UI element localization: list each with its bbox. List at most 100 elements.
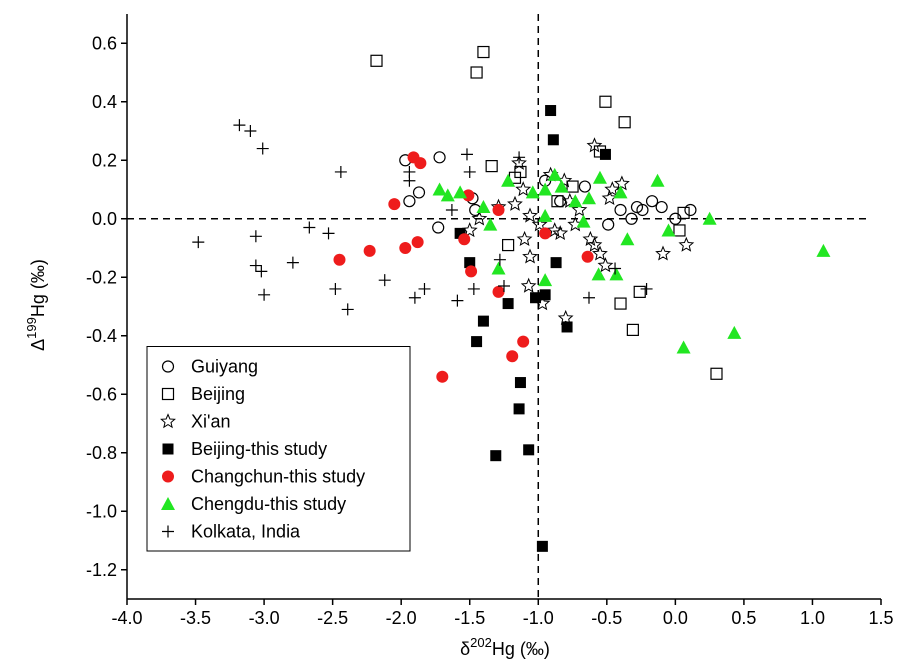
point	[322, 227, 335, 240]
legend-label: Beijing-this study	[191, 439, 327, 459]
point	[432, 182, 447, 196]
point	[599, 95, 612, 108]
legend-marker	[162, 443, 174, 455]
point	[592, 170, 607, 184]
legend-label: Guiyang	[191, 357, 258, 377]
point	[412, 186, 426, 199]
x-tick-label: -2.0	[386, 608, 417, 628]
x-label-symbol: δ	[460, 639, 470, 659]
point	[582, 291, 595, 304]
point	[445, 203, 458, 216]
point	[255, 265, 268, 278]
y-label-text: Hg (‰)	[28, 259, 48, 317]
legend-marker	[161, 360, 175, 373]
point	[591, 267, 606, 281]
point	[655, 245, 671, 261]
point	[286, 256, 299, 269]
y-tick-label: 0.0	[92, 209, 117, 229]
point	[460, 148, 473, 161]
point	[363, 244, 376, 257]
point	[491, 261, 506, 275]
point	[522, 248, 538, 264]
point	[249, 259, 262, 272]
point	[581, 191, 596, 205]
point	[592, 245, 608, 261]
point	[655, 200, 668, 214]
point	[520, 277, 537, 293]
point	[378, 274, 391, 287]
point	[454, 227, 466, 239]
point	[561, 321, 573, 333]
point	[661, 223, 676, 237]
x-axis-label: δ202Hg (‰)	[460, 635, 550, 659]
point	[192, 236, 205, 249]
point	[403, 195, 416, 208]
point	[502, 238, 515, 252]
point	[256, 142, 269, 155]
point	[554, 195, 567, 208]
x-tick-label: -1.0	[523, 608, 554, 628]
point	[249, 230, 262, 243]
point	[522, 207, 538, 223]
legend-label: Beijing	[191, 384, 245, 404]
y-tick-label: -0.4	[86, 326, 117, 346]
point	[620, 232, 635, 246]
point	[258, 288, 271, 301]
point	[477, 45, 490, 59]
point	[538, 182, 553, 196]
x-tick-label: 1.5	[868, 608, 893, 628]
point	[545, 105, 557, 117]
point	[511, 154, 527, 170]
y-tick-label: -1.0	[86, 501, 117, 521]
point	[516, 230, 533, 246]
point	[640, 282, 653, 295]
point	[483, 217, 498, 231]
point	[467, 282, 480, 295]
point	[476, 200, 491, 214]
point	[536, 540, 548, 552]
legend-marker	[161, 387, 175, 401]
y-axis-label: Δ199Hg (‰)	[24, 259, 48, 351]
point	[599, 148, 611, 160]
point	[613, 175, 630, 191]
y-tick-label: -0.8	[86, 443, 117, 463]
point	[388, 198, 401, 211]
point	[233, 119, 246, 132]
point	[816, 243, 831, 257]
point	[492, 285, 505, 298]
x-tick-label: -4.0	[111, 608, 142, 628]
point	[581, 250, 594, 263]
point	[613, 185, 628, 199]
point	[463, 165, 476, 178]
point	[471, 336, 483, 348]
y-tick-label: 0.4	[92, 92, 117, 112]
y-tick-label: -0.6	[86, 384, 117, 404]
point	[514, 165, 527, 179]
point	[551, 195, 564, 208]
point	[546, 222, 563, 238]
point	[552, 225, 569, 241]
y-tick-label: 0.2	[92, 150, 117, 170]
point	[578, 180, 591, 193]
point	[678, 236, 695, 252]
point	[513, 151, 526, 164]
point	[408, 291, 421, 304]
point	[490, 450, 502, 462]
point	[650, 173, 665, 187]
point	[525, 185, 540, 199]
legend-label: Xi'an	[191, 412, 230, 432]
x-tick-label: -0.5	[591, 608, 622, 628]
point	[471, 210, 488, 226]
y-tick-label: -1.2	[86, 560, 117, 580]
point	[673, 224, 686, 237]
point	[538, 208, 553, 222]
point	[636, 203, 649, 217]
legend-label: Chengdu-this study	[191, 494, 346, 514]
point	[414, 157, 427, 170]
point	[547, 134, 559, 146]
point	[547, 167, 562, 181]
point	[597, 257, 614, 273]
point	[341, 303, 354, 316]
point	[710, 367, 723, 380]
point	[676, 340, 691, 354]
